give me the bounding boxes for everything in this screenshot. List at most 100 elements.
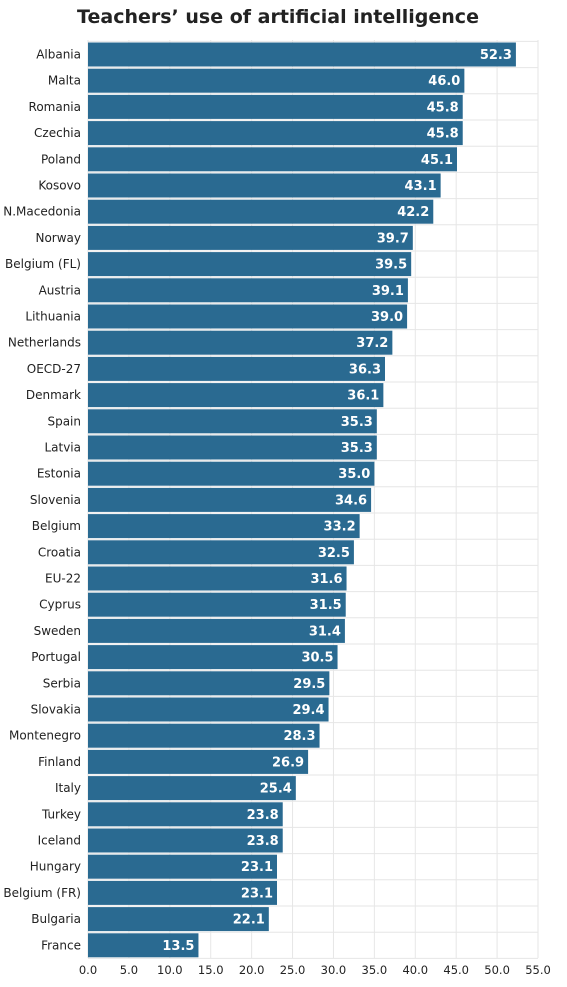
bar	[88, 330, 393, 355]
bar	[88, 42, 516, 67]
bar-value-label: 42.2	[397, 205, 429, 220]
bar	[88, 173, 441, 198]
x-tick-label: 15.0	[198, 963, 224, 977]
bar-value-label: 43.1	[405, 179, 437, 194]
category-label: Austria	[39, 283, 81, 297]
bar	[88, 592, 346, 617]
bars: 52.3 46.0 45.8 45.8 45.1 43.1 42.2 39.7 39.5 39.1…	[88, 42, 516, 958]
category-label: Turkey	[41, 807, 81, 821]
bar	[88, 514, 360, 539]
bar-value-label: 35.3	[341, 441, 373, 456]
bar-value-label: 33.2	[324, 520, 356, 535]
x-tick-label: 30.0	[321, 963, 347, 977]
bar	[88, 540, 354, 565]
bar-value-label: 45.8	[427, 127, 459, 142]
category-label: Czechia	[34, 126, 81, 140]
category-label: Spain	[47, 414, 81, 428]
bar-value-label: 52.3	[480, 48, 512, 63]
bar	[88, 356, 385, 381]
x-tick-label: 35.0	[362, 963, 388, 977]
bar	[88, 68, 465, 93]
category-label: Lithuania	[25, 310, 81, 324]
bar-value-label: 31.4	[309, 624, 341, 639]
bar-value-label: 23.1	[241, 886, 273, 901]
bar-value-label: 13.5	[162, 939, 194, 954]
bar-value-label: 36.3	[349, 362, 381, 377]
bar	[88, 802, 283, 827]
category-label: Hungary	[30, 860, 81, 874]
bar-value-label: 39.7	[377, 231, 409, 246]
bar	[88, 723, 320, 748]
category-label: Iceland	[38, 834, 81, 848]
category-label: Netherlands	[8, 336, 81, 350]
x-tick-label: 55.0	[525, 963, 551, 977]
bar-value-label: 45.1	[421, 153, 453, 168]
bar	[88, 828, 283, 853]
category-label: Italy	[55, 781, 81, 795]
category-label: Romania	[29, 100, 81, 114]
bar	[88, 461, 375, 486]
x-tick-label: 25.0	[280, 963, 306, 977]
bar	[88, 618, 345, 643]
bar	[88, 907, 269, 932]
bar-value-label: 36.1	[347, 389, 379, 404]
chart-title: Teachers’ use of artificial intelligence	[77, 6, 479, 28]
bar	[88, 304, 408, 329]
category-label: Latvia	[44, 441, 81, 455]
category-label: Slovenia	[30, 493, 81, 507]
category-label: Montenegro	[9, 729, 81, 743]
bar-value-label: 31.6	[310, 572, 342, 587]
category-label: N.Macedonia	[3, 205, 81, 219]
x-tick-label: 45.0	[443, 963, 469, 977]
category-label: France	[41, 938, 81, 952]
bar	[88, 880, 277, 905]
category-label: Albania	[36, 48, 81, 62]
bar-value-label: 39.1	[372, 284, 404, 299]
bar	[88, 147, 457, 172]
bar-value-label: 23.1	[241, 860, 273, 875]
bar	[88, 435, 377, 460]
bar-value-label: 26.9	[272, 755, 304, 770]
category-label: Norway	[35, 231, 81, 245]
x-tick-label: 0.0	[79, 963, 97, 977]
bar-value-label: 25.4	[260, 782, 292, 797]
category-label: Finland	[38, 755, 81, 769]
bar	[88, 697, 329, 722]
bar	[88, 933, 199, 958]
bar-value-label: 32.5	[318, 546, 350, 561]
bar	[88, 252, 412, 277]
bar	[88, 199, 434, 224]
bar-value-label: 30.5	[301, 651, 333, 666]
category-label: Sweden	[34, 624, 81, 638]
bar	[88, 645, 338, 670]
bar-value-label: 22.1	[233, 913, 265, 928]
bar-value-label: 37.2	[356, 336, 388, 351]
bar-value-label: 29.5	[293, 677, 325, 692]
bar-value-label: 28.3	[283, 729, 315, 744]
category-label: Croatia	[38, 545, 81, 559]
bar-value-label: 46.0	[428, 74, 460, 89]
bar-value-label: 45.8	[427, 100, 459, 115]
bar-value-label: 35.3	[341, 415, 373, 430]
category-label: Belgium (FL)	[5, 257, 81, 271]
bar	[88, 225, 413, 250]
bar	[88, 854, 277, 879]
bar-value-label: 31.5	[310, 598, 342, 613]
bar	[88, 121, 463, 146]
x-tick-label: 5.0	[120, 963, 138, 977]
category-label: Belgium	[32, 519, 81, 533]
category-label: Malta	[48, 74, 81, 88]
category-label: OECD-27	[27, 362, 81, 376]
bar-value-label: 35.0	[338, 467, 370, 482]
category-labels: Albania Malta Romania Czechia Poland Kosovo N.…	[3, 48, 81, 953]
bar	[88, 383, 384, 408]
bar-value-label: 39.0	[371, 310, 403, 325]
bar	[88, 94, 463, 119]
bar	[88, 776, 296, 801]
x-axis-ticks: 0.0 5.0 10.0 15.0 20.0 25.0 30.0 35.0 40.0 45.0 50…	[79, 963, 551, 977]
bar	[88, 487, 372, 512]
category-label: Belgium (FR)	[3, 886, 81, 900]
bar-value-label: 34.6	[335, 493, 367, 508]
bar-value-label: 39.5	[375, 258, 407, 273]
x-tick-label: 10.0	[157, 963, 183, 977]
